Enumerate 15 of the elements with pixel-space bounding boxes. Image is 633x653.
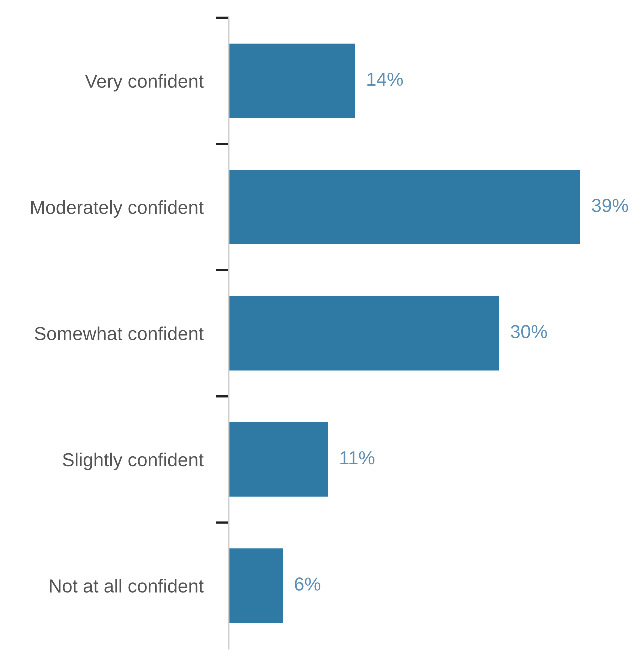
data-label: 6% xyxy=(295,578,321,591)
bar xyxy=(229,170,580,245)
bar xyxy=(229,296,500,371)
y-tick-label: Very confident xyxy=(85,74,204,92)
data-label: 30% xyxy=(511,325,548,339)
bar xyxy=(229,548,284,624)
bar xyxy=(229,422,328,497)
data-label: 11% xyxy=(340,452,375,465)
y-tick-label: Slightly confident xyxy=(63,452,204,470)
data-label: 39% xyxy=(592,199,628,212)
y-tick-label: Somewhat confident xyxy=(34,326,204,340)
y-tick-label: Moderately confident xyxy=(31,200,204,218)
data-label: 14% xyxy=(368,72,404,86)
bar xyxy=(229,44,356,118)
y-tick-label: Not at all confident xyxy=(50,579,204,593)
